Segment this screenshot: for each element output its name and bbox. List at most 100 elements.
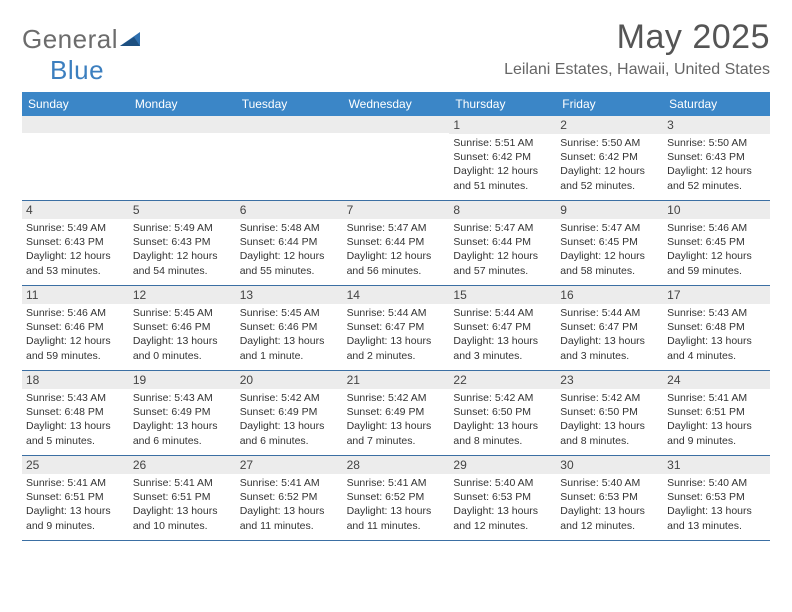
day-details: Sunrise: 5:48 AMSunset: 6:44 PMDaylight:… xyxy=(236,219,343,282)
day-number: 9 xyxy=(556,201,663,219)
day-details: Sunrise: 5:44 AMSunset: 6:47 PMDaylight:… xyxy=(449,304,556,367)
day-number: 7 xyxy=(343,201,450,219)
day-details: Sunrise: 5:47 AMSunset: 6:44 PMDaylight:… xyxy=(343,219,450,282)
week-row: 18Sunrise: 5:43 AMSunset: 6:48 PMDayligh… xyxy=(22,371,770,456)
sunrise-line: Sunrise: 5:49 AM xyxy=(133,221,232,235)
day-number xyxy=(22,116,129,133)
sunset-line: Sunset: 6:42 PM xyxy=(560,150,659,164)
sunset-line: Sunset: 6:50 PM xyxy=(453,405,552,419)
day-number: 20 xyxy=(236,371,343,389)
day-cell: 10Sunrise: 5:46 AMSunset: 6:45 PMDayligh… xyxy=(663,201,770,285)
day-number: 13 xyxy=(236,286,343,304)
day-details: Sunrise: 5:45 AMSunset: 6:46 PMDaylight:… xyxy=(129,304,236,367)
sunrise-line: Sunrise: 5:45 AM xyxy=(240,306,339,320)
week-row: 11Sunrise: 5:46 AMSunset: 6:46 PMDayligh… xyxy=(22,286,770,371)
day-details: Sunrise: 5:47 AMSunset: 6:44 PMDaylight:… xyxy=(449,219,556,282)
sunrise-line: Sunrise: 5:50 AM xyxy=(667,136,766,150)
sunrise-line: Sunrise: 5:48 AM xyxy=(240,221,339,235)
daylight-line: Daylight: 13 hours and 1 minute. xyxy=(240,334,339,362)
sunrise-line: Sunrise: 5:46 AM xyxy=(667,221,766,235)
sunrise-line: Sunrise: 5:51 AM xyxy=(453,136,552,150)
day-cell: 27Sunrise: 5:41 AMSunset: 6:52 PMDayligh… xyxy=(236,456,343,540)
daylight-line: Daylight: 12 hours and 58 minutes. xyxy=(560,249,659,277)
day-details: Sunrise: 5:47 AMSunset: 6:45 PMDaylight:… xyxy=(556,219,663,282)
day-cell: 26Sunrise: 5:41 AMSunset: 6:51 PMDayligh… xyxy=(129,456,236,540)
sunset-line: Sunset: 6:44 PM xyxy=(453,235,552,249)
sunset-line: Sunset: 6:48 PM xyxy=(667,320,766,334)
location-text: Leilani Estates, Hawaii, United States xyxy=(504,61,770,79)
daylight-line: Daylight: 12 hours and 52 minutes. xyxy=(560,164,659,192)
day-cell-empty xyxy=(236,116,343,200)
week-row: 1Sunrise: 5:51 AMSunset: 6:42 PMDaylight… xyxy=(22,116,770,201)
sunset-line: Sunset: 6:44 PM xyxy=(240,235,339,249)
sunrise-line: Sunrise: 5:41 AM xyxy=(240,476,339,490)
day-cell: 12Sunrise: 5:45 AMSunset: 6:46 PMDayligh… xyxy=(129,286,236,370)
day-number: 31 xyxy=(663,456,770,474)
daylight-line: Daylight: 13 hours and 7 minutes. xyxy=(347,419,446,447)
day-details xyxy=(236,133,343,195)
daylight-line: Daylight: 13 hours and 9 minutes. xyxy=(26,504,125,532)
sunset-line: Sunset: 6:47 PM xyxy=(347,320,446,334)
daylight-line: Daylight: 13 hours and 0 minutes. xyxy=(133,334,232,362)
day-cell: 24Sunrise: 5:41 AMSunset: 6:51 PMDayligh… xyxy=(663,371,770,455)
day-number: 6 xyxy=(236,201,343,219)
calendar-grid: SundayMondayTuesdayWednesdayThursdayFrid… xyxy=(22,92,770,541)
day-details: Sunrise: 5:41 AMSunset: 6:51 PMDaylight:… xyxy=(129,474,236,537)
daylight-line: Daylight: 13 hours and 10 minutes. xyxy=(133,504,232,532)
sunrise-line: Sunrise: 5:44 AM xyxy=(347,306,446,320)
day-number: 11 xyxy=(22,286,129,304)
day-number: 30 xyxy=(556,456,663,474)
day-number xyxy=(129,116,236,133)
day-details: Sunrise: 5:46 AMSunset: 6:45 PMDaylight:… xyxy=(663,219,770,282)
day-cell: 30Sunrise: 5:40 AMSunset: 6:53 PMDayligh… xyxy=(556,456,663,540)
day-number: 4 xyxy=(22,201,129,219)
weekday-sunday: Sunday xyxy=(22,92,129,116)
sunset-line: Sunset: 6:49 PM xyxy=(240,405,339,419)
calendar-page: General Blue May 2025 Leilani Estates, H… xyxy=(0,0,792,612)
daylight-line: Daylight: 12 hours and 52 minutes. xyxy=(667,164,766,192)
day-cell-empty xyxy=(129,116,236,200)
daylight-line: Daylight: 13 hours and 8 minutes. xyxy=(453,419,552,447)
daylight-line: Daylight: 13 hours and 12 minutes. xyxy=(560,504,659,532)
day-details: Sunrise: 5:41 AMSunset: 6:52 PMDaylight:… xyxy=(236,474,343,537)
day-details: Sunrise: 5:44 AMSunset: 6:47 PMDaylight:… xyxy=(343,304,450,367)
daylight-line: Daylight: 12 hours and 53 minutes. xyxy=(26,249,125,277)
day-number: 29 xyxy=(449,456,556,474)
day-cell: 6Sunrise: 5:48 AMSunset: 6:44 PMDaylight… xyxy=(236,201,343,285)
day-cell: 20Sunrise: 5:42 AMSunset: 6:49 PMDayligh… xyxy=(236,371,343,455)
day-number: 8 xyxy=(449,201,556,219)
sunset-line: Sunset: 6:48 PM xyxy=(26,405,125,419)
sunrise-line: Sunrise: 5:41 AM xyxy=(347,476,446,490)
sunrise-line: Sunrise: 5:46 AM xyxy=(26,306,125,320)
day-cell: 1Sunrise: 5:51 AMSunset: 6:42 PMDaylight… xyxy=(449,116,556,200)
daylight-line: Daylight: 12 hours and 57 minutes. xyxy=(453,249,552,277)
day-details: Sunrise: 5:46 AMSunset: 6:46 PMDaylight:… xyxy=(22,304,129,367)
day-details: Sunrise: 5:41 AMSunset: 6:51 PMDaylight:… xyxy=(22,474,129,537)
sunrise-line: Sunrise: 5:42 AM xyxy=(453,391,552,405)
sunrise-line: Sunrise: 5:50 AM xyxy=(560,136,659,150)
day-cell: 29Sunrise: 5:40 AMSunset: 6:53 PMDayligh… xyxy=(449,456,556,540)
sunset-line: Sunset: 6:53 PM xyxy=(667,490,766,504)
day-details: Sunrise: 5:43 AMSunset: 6:49 PMDaylight:… xyxy=(129,389,236,452)
day-number: 23 xyxy=(556,371,663,389)
day-number xyxy=(236,116,343,133)
sunset-line: Sunset: 6:45 PM xyxy=(667,235,766,249)
weekday-header-row: SundayMondayTuesdayWednesdayThursdayFrid… xyxy=(22,92,770,116)
day-cell: 11Sunrise: 5:46 AMSunset: 6:46 PMDayligh… xyxy=(22,286,129,370)
day-details: Sunrise: 5:49 AMSunset: 6:43 PMDaylight:… xyxy=(22,219,129,282)
sunset-line: Sunset: 6:46 PM xyxy=(26,320,125,334)
logo-word1: General xyxy=(22,24,118,54)
day-number: 24 xyxy=(663,371,770,389)
daylight-line: Daylight: 13 hours and 11 minutes. xyxy=(347,504,446,532)
day-cell: 8Sunrise: 5:47 AMSunset: 6:44 PMDaylight… xyxy=(449,201,556,285)
sunset-line: Sunset: 6:46 PM xyxy=(240,320,339,334)
weekday-saturday: Saturday xyxy=(663,92,770,116)
day-number: 18 xyxy=(22,371,129,389)
logo-triangle-icon xyxy=(120,24,142,55)
sunrise-line: Sunrise: 5:41 AM xyxy=(667,391,766,405)
sunset-line: Sunset: 6:51 PM xyxy=(133,490,232,504)
day-cell: 15Sunrise: 5:44 AMSunset: 6:47 PMDayligh… xyxy=(449,286,556,370)
sunset-line: Sunset: 6:51 PM xyxy=(26,490,125,504)
daylight-line: Daylight: 12 hours and 59 minutes. xyxy=(667,249,766,277)
day-cell: 9Sunrise: 5:47 AMSunset: 6:45 PMDaylight… xyxy=(556,201,663,285)
